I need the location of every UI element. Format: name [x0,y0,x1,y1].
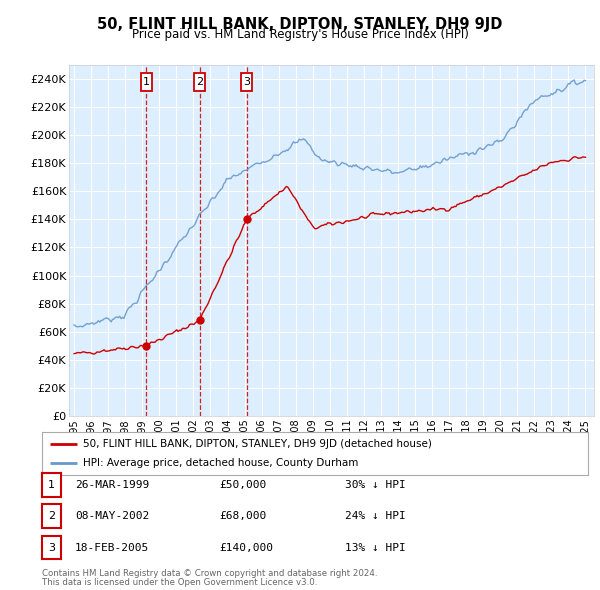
Text: £140,000: £140,000 [219,543,273,552]
Text: Contains HM Land Registry data © Crown copyright and database right 2024.: Contains HM Land Registry data © Crown c… [42,569,377,578]
Text: £50,000: £50,000 [219,480,266,490]
FancyBboxPatch shape [141,73,152,91]
Text: 08-MAY-2002: 08-MAY-2002 [75,512,149,521]
Text: 50, FLINT HILL BANK, DIPTON, STANLEY, DH9 9JD: 50, FLINT HILL BANK, DIPTON, STANLEY, DH… [97,17,503,31]
Text: 3: 3 [48,543,55,552]
Text: 1: 1 [143,77,150,87]
Text: 1: 1 [48,480,55,490]
Text: 2: 2 [48,512,55,521]
Text: 2: 2 [196,77,203,87]
Text: 18-FEB-2005: 18-FEB-2005 [75,543,149,552]
Text: 13% ↓ HPI: 13% ↓ HPI [345,543,406,552]
Text: 24% ↓ HPI: 24% ↓ HPI [345,512,406,521]
Text: HPI: Average price, detached house, County Durham: HPI: Average price, detached house, Coun… [83,458,358,468]
FancyBboxPatch shape [241,73,252,91]
FancyBboxPatch shape [194,73,205,91]
Text: 26-MAR-1999: 26-MAR-1999 [75,480,149,490]
Text: £68,000: £68,000 [219,512,266,521]
Text: 50, FLINT HILL BANK, DIPTON, STANLEY, DH9 9JD (detached house): 50, FLINT HILL BANK, DIPTON, STANLEY, DH… [83,439,432,449]
Text: 3: 3 [243,77,250,87]
Text: This data is licensed under the Open Government Licence v3.0.: This data is licensed under the Open Gov… [42,578,317,587]
Text: Price paid vs. HM Land Registry's House Price Index (HPI): Price paid vs. HM Land Registry's House … [131,28,469,41]
Text: 30% ↓ HPI: 30% ↓ HPI [345,480,406,490]
